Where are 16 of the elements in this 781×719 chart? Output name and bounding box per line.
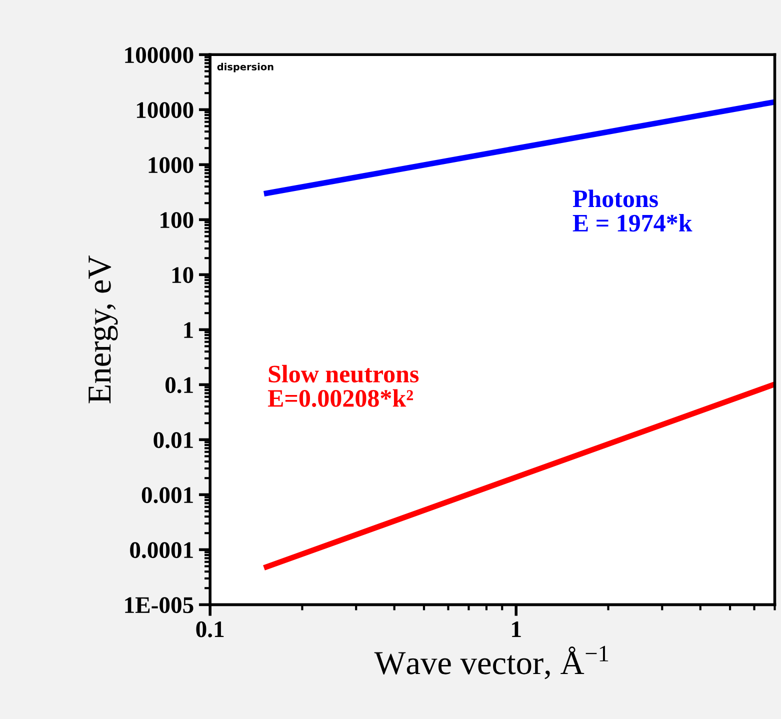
y-tick-label: 10000	[136, 102, 194, 118]
y-tick-label: 0.001	[142, 487, 193, 504]
y-tick-label: 0.01	[154, 432, 193, 448]
y-tick-label: 100	[160, 212, 194, 228]
y-tick-label: 0.0001	[130, 542, 193, 558]
x-axis-title: Wave vector, Å$^{−1}$	[374, 646, 608, 680]
y-tick-label: 1	[184, 322, 193, 338]
annotation: dispersion	[217, 62, 274, 72]
y-axis-title: Energy, eV	[88, 256, 118, 404]
y-tick-label: 100000	[125, 47, 194, 64]
y-tick-label: 1E-005	[125, 597, 194, 614]
y-tick-label: 10	[172, 267, 194, 284]
text: Slow neutrons E=0.00208*k²	[268, 364, 419, 408]
text: Photons E = 1974*k	[572, 190, 692, 232]
y-tick-label: 0.1	[166, 377, 193, 394]
y-tick-label: 1000	[148, 157, 194, 174]
